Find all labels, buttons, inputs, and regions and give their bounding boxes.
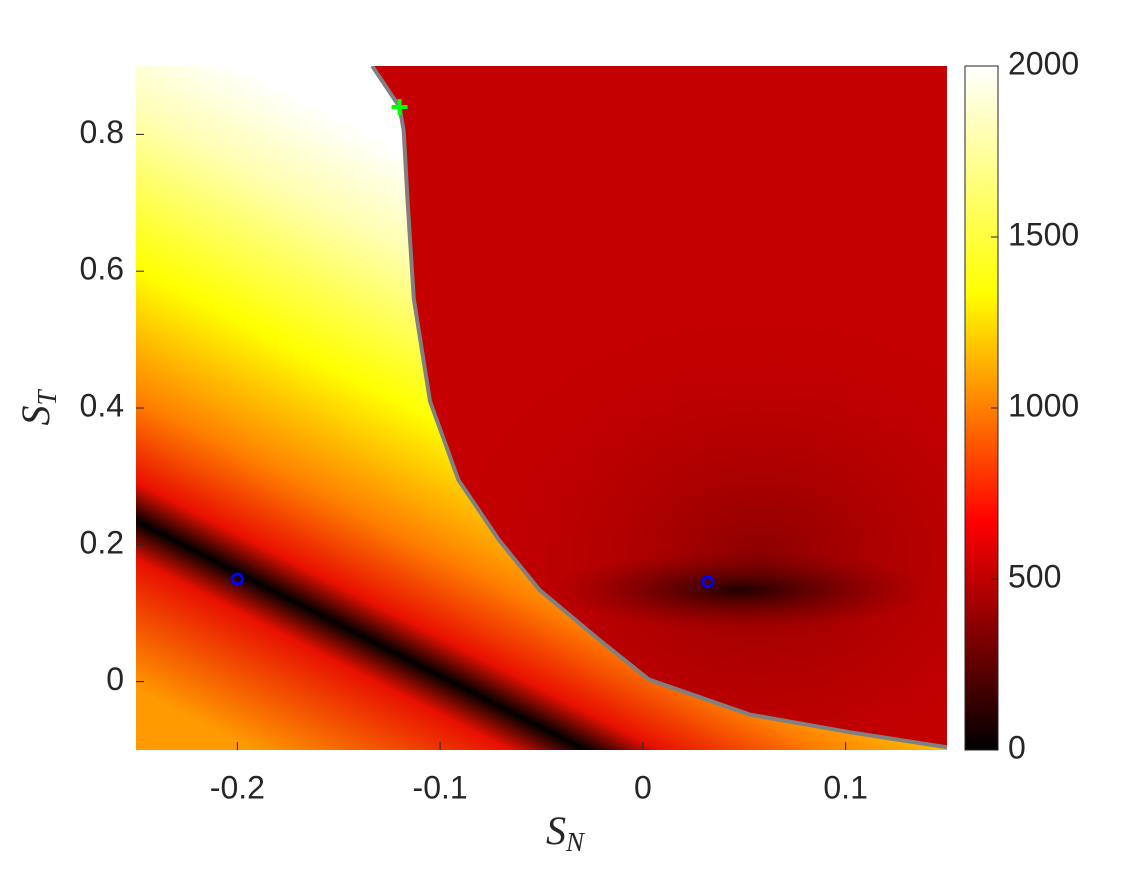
boundary-line [370,66,947,750]
colorbar-tick-label: 500 [1008,558,1061,594]
point [230,572,244,586]
x-tick-label: -0.1 [413,769,468,805]
point [701,575,715,589]
field [136,66,947,750]
colorbar-tick-label: 1000 [1008,387,1079,423]
x-tick-label: -0.2 [210,769,265,805]
y-tick-label: 0.8 [80,114,124,150]
y-tick-label: 0 [106,661,124,697]
colorbar-tick-label: 0 [1008,729,1026,765]
x-tick-label: 0 [634,769,652,805]
y-tick-label: 0.6 [80,251,124,287]
y-tick-label: 0.2 [80,524,124,560]
colorbar-tick-label: 2000 [1008,45,1079,81]
x-label-main: S [546,808,566,853]
marks [230,66,947,750]
point [391,99,408,116]
shade-core [550,550,930,630]
y-label-sub: T [32,389,62,406]
y-label-main: S [13,406,58,426]
y-label: ST [13,389,62,426]
x-tick-label: 0.1 [823,769,867,805]
colorbar-tick-label: 1500 [1008,216,1079,252]
x-label: SN [546,808,586,857]
x-label-sub: N [565,827,586,857]
y-tick-label: 0.4 [80,387,124,423]
